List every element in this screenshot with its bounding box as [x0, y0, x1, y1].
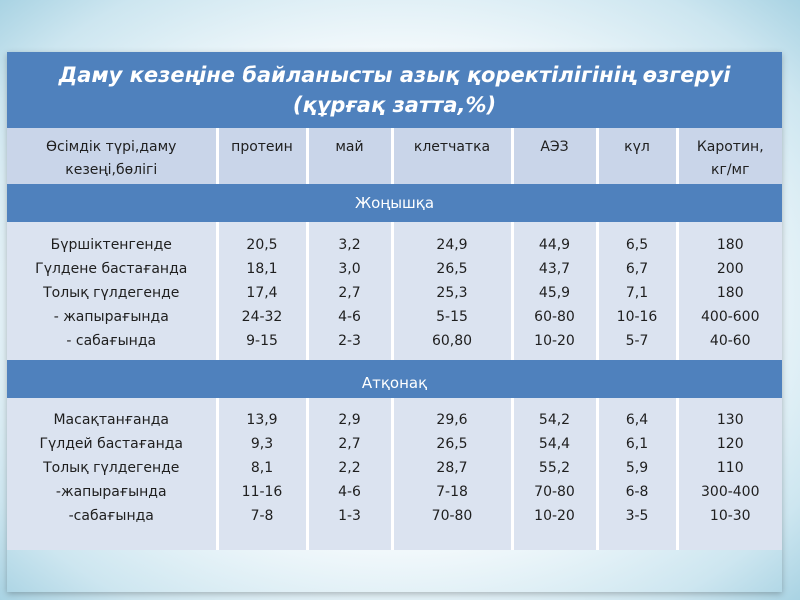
- title-line-2: (құрғақ затта,%): [292, 93, 497, 117]
- stage-cell: Бүршіктенгенде Гүлдене бастағанда Толық …: [7, 222, 219, 360]
- section-row-alfalfa: Жоңышқа: [7, 184, 782, 222]
- section-row-foxtail: Атқонақ: [7, 370, 782, 398]
- table-row: Масақтанғанда Гүлдей бастағанда Толық гү…: [7, 398, 782, 550]
- section-divider: [7, 360, 782, 370]
- ash-cell: 6,4 6,1 5,9 6-8 3-5: [597, 398, 679, 550]
- fiber-cell: 24,9 26,5 25,3 5-15 60,80: [392, 222, 514, 360]
- section-label: Жоңышқа: [7, 184, 782, 222]
- header-cell-protein: протеин: [217, 128, 309, 184]
- header-cell-plant: Өсімдік түрі,даму кезеңі,бөлігі: [7, 128, 219, 184]
- aez-cell: 44,9 43,7 45,9 60-80 10-20: [512, 222, 599, 360]
- fat-cell: 3,2 3,0 2,7 4-6 2-3: [307, 222, 394, 360]
- protein-cell: 20,5 18,1 17,4 24-32 9-15: [217, 222, 309, 360]
- aez-cell: 54,2 54,4 55,2 70-80 10-20: [512, 398, 599, 550]
- protein-cell: 13,9 9,3 8,1 11-16 7-8: [217, 398, 309, 550]
- carotene-cell: 130 120 110 300-400 10-30: [677, 398, 782, 550]
- header-cell-fat: май: [307, 128, 394, 184]
- table-title: Даму кезеңіне байланысты азық қоректіліг…: [7, 52, 782, 128]
- carotene-cell: 180 200 180 400-600 40-60: [677, 222, 782, 360]
- slide: Даму кезеңіне байланысты азық қоректіліг…: [7, 52, 782, 592]
- header-cell-carotene: Каротин, кг/мг: [677, 128, 782, 184]
- header-cell-fiber: клетчатка: [392, 128, 514, 184]
- fiber-cell: 29,6 26,5 28,7 7-18 70-80: [392, 398, 514, 550]
- header-cell-aez: АЭЗ: [512, 128, 599, 184]
- ash-cell: 6,5 6,7 7,1 10-16 5-7: [597, 222, 679, 360]
- stage-cell: Масақтанғанда Гүлдей бастағанда Толық гү…: [7, 398, 219, 550]
- nutrition-table: Өсімдік түрі,даму кезеңі,бөлігі протеин …: [7, 128, 782, 550]
- header-row: Өсімдік түрі,даму кезеңі,бөлігі протеин …: [7, 128, 782, 184]
- title-line-1: Даму кезеңіне байланысты азық қоректіліг…: [58, 63, 731, 87]
- section-label: Атқонақ: [7, 370, 782, 398]
- fat-cell: 2,9 2,7 2,2 4-6 1-3: [307, 398, 394, 550]
- header-cell-ash: күл: [597, 128, 679, 184]
- table-row: Бүршіктенгенде Гүлдене бастағанда Толық …: [7, 222, 782, 360]
